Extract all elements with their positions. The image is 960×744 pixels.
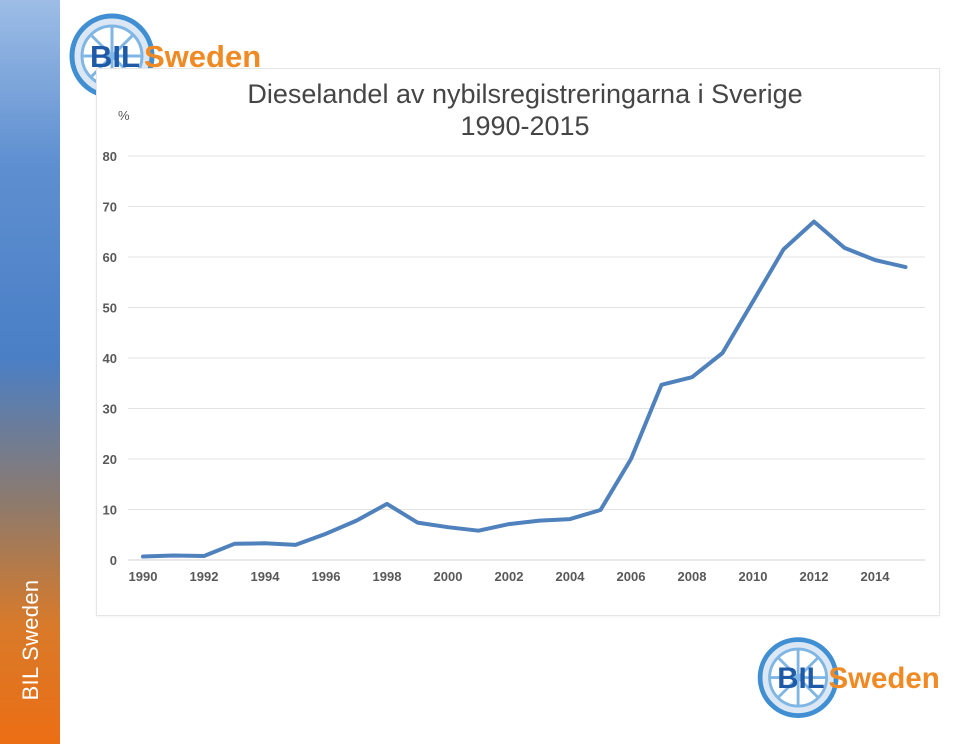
x-tick-label: 2006 xyxy=(617,569,646,584)
x-tick-label: 2014 xyxy=(861,569,891,584)
logo-text-bil: BIL xyxy=(777,662,824,695)
x-tick-label: 2004 xyxy=(556,569,586,584)
x-tick-label: 2010 xyxy=(739,569,768,584)
x-tick-label: 1998 xyxy=(373,569,402,584)
y-tick-label: 30 xyxy=(103,402,117,417)
wheel-icon xyxy=(757,637,839,718)
x-tick-label: 1990 xyxy=(129,569,158,584)
bil-sweden-logo-bottom: BIL Sweden xyxy=(757,637,940,718)
x-tick-label: 2012 xyxy=(800,569,829,584)
side-band: BIL Sweden xyxy=(0,0,60,744)
logo-text-sweden: Sweden xyxy=(829,662,940,695)
x-tick-label: 1992 xyxy=(190,569,219,584)
y-tick-label: 60 xyxy=(103,250,117,265)
x-tick-label: 2000 xyxy=(434,569,463,584)
y-tick-label: 80 xyxy=(103,149,117,164)
x-tick-label: 2008 xyxy=(678,569,707,584)
chart-title: Dieselandel av nybilsregistreringarna i … xyxy=(247,79,803,109)
x-tick-label: 1996 xyxy=(312,569,341,584)
y-tick-label: 40 xyxy=(103,351,117,366)
series-line xyxy=(141,219,908,559)
chart-subtitle: 1990-2015 xyxy=(460,111,590,141)
y-tick-label: 50 xyxy=(103,301,117,316)
y-tick-label: 20 xyxy=(103,452,117,467)
x-tick-label: 2002 xyxy=(495,569,524,584)
y-axis-unit: % xyxy=(118,108,130,123)
y-tick-label: 10 xyxy=(103,503,117,518)
y-tick-label: 0 xyxy=(110,553,117,568)
y-tick-label: 70 xyxy=(103,200,117,215)
x-tick-label: 1994 xyxy=(251,569,281,584)
